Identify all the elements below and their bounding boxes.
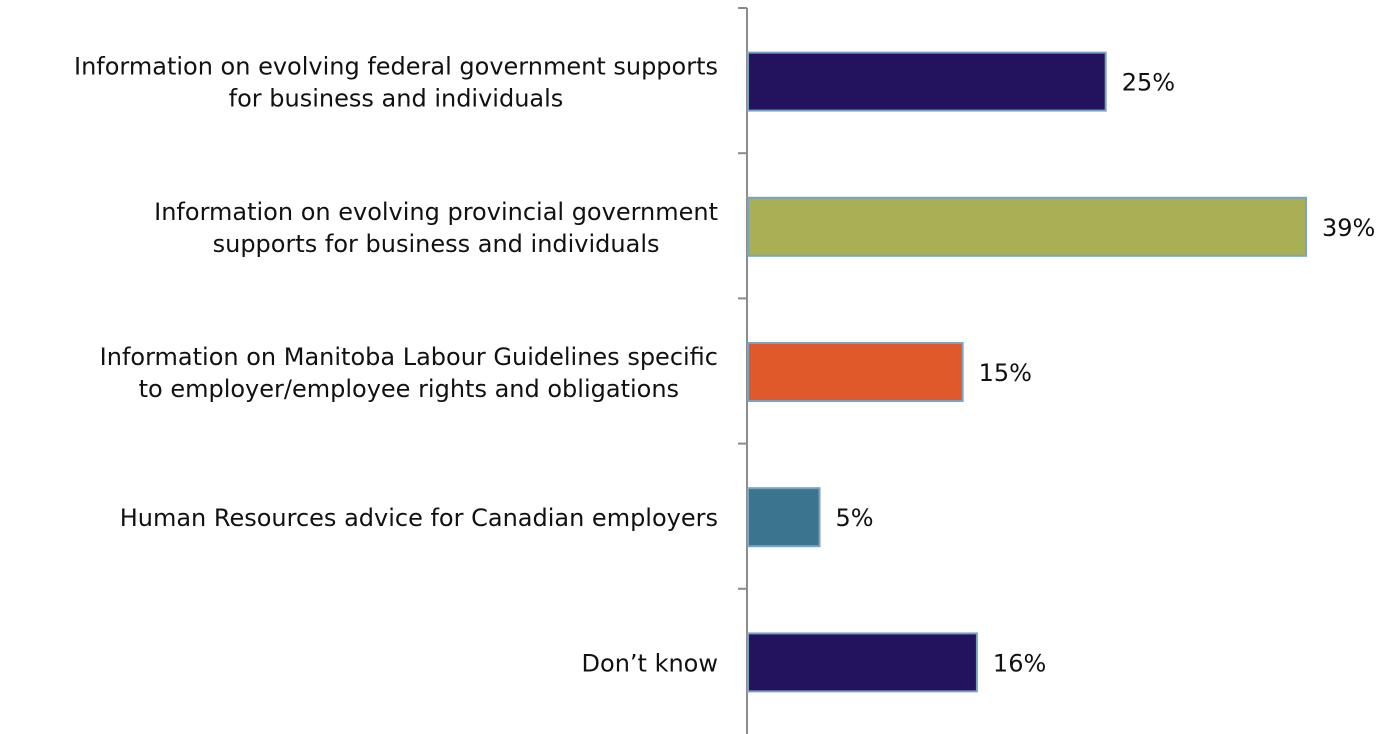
bar	[747, 632, 978, 693]
category-label: Information on evolving provincial gover…	[154, 198, 718, 258]
category-label-line: Information on Manitoba Labour Guideline…	[100, 343, 718, 371]
category-label: Don’t know	[582, 649, 718, 677]
value-label: 25%	[1122, 69, 1175, 97]
category-label: Information on Manitoba Labour Guideline…	[100, 343, 718, 403]
value-labels: 25% 39% 15% 5% 16%	[836, 69, 1376, 678]
bar	[747, 196, 1307, 257]
category-label-line: Don’t know	[582, 649, 718, 677]
category-label-line: to employer/employee rights and obligati…	[139, 375, 679, 403]
bars	[747, 51, 1307, 693]
category-label-line: Information on evolving federal governme…	[74, 53, 718, 81]
category-label: Information on evolving federal governme…	[74, 53, 718, 113]
category-label: Human Resources advice for Canadian empl…	[120, 504, 718, 532]
bar	[747, 487, 821, 548]
category-axis	[738, 7, 748, 734]
category-label-line: Information on evolving provincial gover…	[154, 198, 718, 226]
category-label-line: supports for business and individuals	[213, 230, 660, 258]
value-label: 16%	[993, 649, 1046, 677]
value-label: 39%	[1322, 214, 1375, 242]
value-label: 5%	[836, 504, 874, 532]
value-label: 15%	[979, 359, 1032, 387]
bar	[747, 51, 1107, 112]
bar	[747, 342, 964, 402]
category-label-line: for business and individuals	[229, 85, 564, 113]
category-label-line: Human Resources advice for Canadian empl…	[120, 504, 718, 532]
category-labels: Information on evolving federal governme…	[74, 53, 718, 678]
